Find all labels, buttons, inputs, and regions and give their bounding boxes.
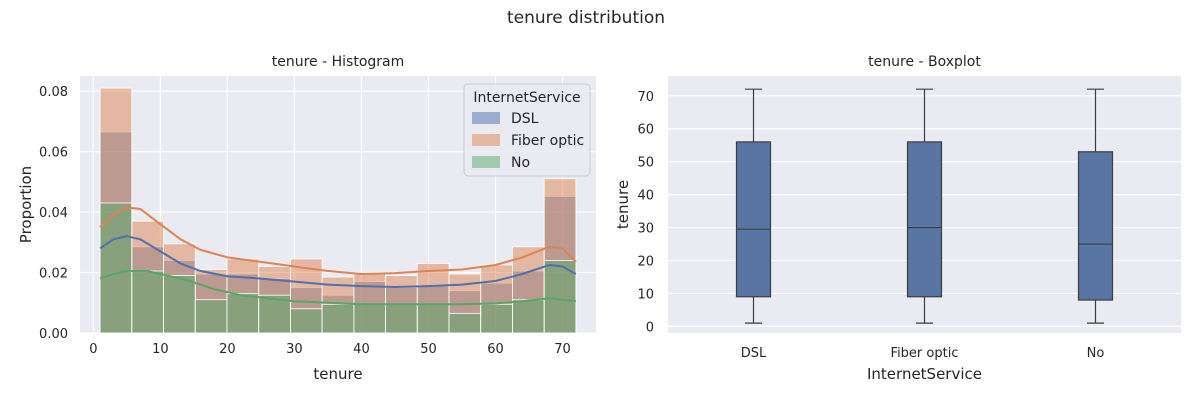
legend-label: DSL <box>511 111 539 127</box>
hist-bar <box>163 275 196 334</box>
hist-x-tick-label: 50 <box>420 342 437 357</box>
hist-x-tick-label: 0 <box>89 342 97 357</box>
legend-label: Fiber optic <box>511 133 584 149</box>
hist-x-axis-label: tenure <box>313 365 362 383</box>
legend-swatch <box>472 134 500 146</box>
hist-bar <box>353 303 386 334</box>
box-y-tick-label: 70 <box>637 90 654 105</box>
hist-x-tick-label: 70 <box>554 342 571 357</box>
kde-line <box>99 235 577 289</box>
legend: InternetService DSL Fiber optic No <box>463 83 591 177</box>
hist-bar <box>131 270 164 334</box>
hist-bar <box>258 294 291 334</box>
legend-swatch <box>472 112 500 124</box>
hist-bar <box>543 260 577 334</box>
legend-label: No <box>511 155 530 171</box>
hist-bar <box>321 303 355 334</box>
kde-line <box>99 270 577 306</box>
hist-y-tick-label: 0.02 <box>39 267 68 282</box>
box-y-tick-label: 10 <box>637 287 654 302</box>
boxplot-dsl <box>735 88 772 324</box>
hist-x-tick-label: 40 <box>353 342 370 357</box>
box-y-axis-label: tenure <box>614 180 632 229</box>
hist-x-tick-label: 10 <box>152 342 169 357</box>
box-title: tenure - Boxplot <box>868 54 981 70</box>
box-x-tick-label: Fiber optic <box>891 346 959 361</box>
hist-bar <box>194 299 228 334</box>
figure-title: tenure distribution <box>507 8 665 28</box>
box-y-tick-label: 20 <box>637 255 654 270</box>
hist-y-tick-label: 0.00 <box>39 327 68 342</box>
legend-box <box>463 83 591 177</box>
box-y-tick-label: 40 <box>637 189 654 204</box>
hist-bar <box>99 202 133 334</box>
hist-y-tick-label: 0.06 <box>39 146 68 161</box>
hist-title: tenure - Histogram <box>272 54 405 70</box>
kde-line <box>99 206 577 276</box>
hist-bar <box>512 299 545 334</box>
hist-bar <box>448 312 482 334</box>
box-y-tick-label: 0 <box>646 320 654 335</box>
box-iqr <box>1077 151 1114 301</box>
legend-title: InternetService <box>473 90 580 106</box>
hist-bar <box>416 303 450 334</box>
boxplot-chart: DSL Fiber optic No 0 10 20 30 40 50 60 70 tenure - … <box>614 54 1181 383</box>
hist-y-tick-label: 0.08 <box>39 85 68 100</box>
hist-bar <box>290 308 323 334</box>
hist-x-tick-label: 60 <box>487 342 504 357</box>
hist-x-tick-label: 30 <box>286 342 303 357</box>
histogram-chart: 0 10 20 30 40 50 60 70 0.00 0.02 0.04 0.06 0.08 tenur… <box>17 54 596 383</box>
boxplot-no <box>1077 88 1114 324</box>
hist-bar <box>385 303 418 334</box>
hist-bar <box>480 303 513 334</box>
box-y-tick-label: 50 <box>637 156 654 171</box>
boxplot-fiber-optic <box>906 88 943 324</box>
box-x-tick-label: No <box>1087 346 1105 361</box>
hist-x-tick-label: 20 <box>219 342 236 357</box>
box-x-tick-label: DSL <box>741 346 767 361</box>
hist-bars <box>99 87 577 334</box>
hist-bar <box>226 293 260 334</box>
box-y-tick-label: 30 <box>637 222 654 237</box>
hist-y-axis-label: Proportion <box>17 166 35 243</box>
box-x-axis-label: InternetService <box>867 365 982 383</box>
hist-y-tick-label: 0.04 <box>39 206 68 221</box>
box-iqr <box>735 141 772 298</box>
box-y-tick-label: 60 <box>637 123 654 138</box>
legend-swatch <box>472 156 500 168</box>
box-iqr <box>906 141 943 298</box>
